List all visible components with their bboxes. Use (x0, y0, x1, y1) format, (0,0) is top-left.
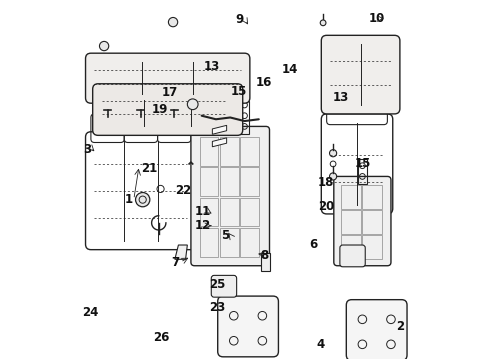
Text: 12: 12 (194, 219, 210, 232)
Bar (220, 228, 238, 257)
Polygon shape (175, 245, 187, 259)
Bar (240, 137, 258, 166)
Text: 15: 15 (353, 157, 370, 170)
Circle shape (329, 150, 336, 157)
Bar (200, 198, 218, 226)
Text: 6: 6 (309, 238, 317, 251)
Bar (200, 137, 218, 166)
Text: 15: 15 (230, 85, 246, 98)
Text: 23: 23 (208, 301, 224, 314)
Text: 24: 24 (81, 306, 98, 319)
FancyBboxPatch shape (321, 35, 399, 114)
Bar (340, 210, 360, 234)
Text: 13: 13 (203, 60, 219, 73)
Bar (220, 167, 238, 196)
Text: 18: 18 (317, 176, 333, 189)
Text: 5: 5 (220, 229, 228, 242)
FancyBboxPatch shape (93, 84, 242, 135)
FancyBboxPatch shape (190, 126, 269, 266)
Text: 1: 1 (124, 193, 132, 206)
Bar (211, 102, 220, 134)
Bar (240, 228, 258, 257)
Bar (220, 198, 238, 226)
Circle shape (99, 41, 108, 51)
Text: 9: 9 (235, 13, 244, 27)
Bar (240, 102, 248, 134)
Text: 17: 17 (162, 86, 178, 99)
Text: 10: 10 (368, 12, 384, 25)
Text: 13: 13 (332, 91, 349, 104)
Text: 25: 25 (208, 278, 224, 291)
Text: 8: 8 (260, 248, 268, 261)
Text: 14: 14 (282, 63, 298, 76)
Text: 2: 2 (395, 320, 403, 333)
Polygon shape (212, 138, 226, 147)
FancyBboxPatch shape (339, 245, 365, 267)
Circle shape (329, 173, 336, 180)
Bar (340, 185, 360, 208)
Text: 22: 22 (175, 184, 191, 197)
Bar (200, 167, 218, 196)
Circle shape (320, 20, 325, 26)
Text: 20: 20 (317, 200, 333, 213)
Bar (200, 228, 218, 257)
Text: 21: 21 (141, 162, 157, 175)
FancyBboxPatch shape (217, 296, 278, 357)
Text: 7: 7 (170, 256, 179, 269)
Bar (340, 235, 360, 258)
Bar (362, 185, 381, 208)
Bar (240, 167, 258, 196)
Bar (240, 198, 258, 226)
Polygon shape (212, 125, 226, 134)
FancyBboxPatch shape (346, 300, 406, 360)
Circle shape (187, 99, 198, 110)
Text: 4: 4 (316, 338, 325, 351)
Text: 19: 19 (151, 103, 167, 116)
Bar (362, 235, 381, 258)
FancyBboxPatch shape (333, 176, 390, 266)
Bar (260, 253, 269, 271)
Bar (362, 210, 381, 234)
Circle shape (168, 18, 177, 27)
Bar (220, 137, 238, 166)
Text: 16: 16 (255, 76, 271, 89)
Text: 26: 26 (153, 331, 169, 344)
FancyBboxPatch shape (85, 53, 249, 103)
Circle shape (135, 193, 149, 207)
Bar (357, 158, 366, 184)
Text: 3: 3 (83, 143, 91, 156)
Text: 11: 11 (194, 205, 210, 218)
FancyBboxPatch shape (211, 275, 236, 297)
